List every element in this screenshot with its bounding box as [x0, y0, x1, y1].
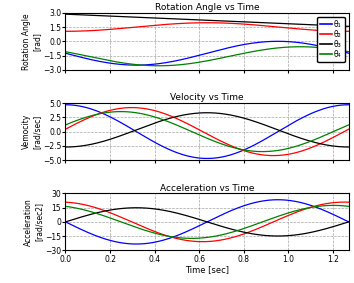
Legend: θ₁, θ₂, θ₃, θ₄: θ₁, θ₂, θ₃, θ₄: [317, 16, 345, 62]
Y-axis label: Rotation Angle
[rad]: Rotation Angle [rad]: [22, 13, 41, 70]
Title: Acceleration vs Time: Acceleration vs Time: [160, 184, 254, 192]
Title: Rotation Angle vs Time: Rotation Angle vs Time: [155, 3, 259, 12]
Y-axis label: Acceleration
[rad/sec2]: Acceleration [rad/sec2]: [24, 198, 44, 246]
Y-axis label: Vemocity
[rad/sec]: Vemocity [rad/sec]: [22, 114, 41, 149]
Title: Velocity vs Time: Velocity vs Time: [170, 93, 244, 102]
X-axis label: Time [sec]: Time [sec]: [185, 265, 229, 274]
